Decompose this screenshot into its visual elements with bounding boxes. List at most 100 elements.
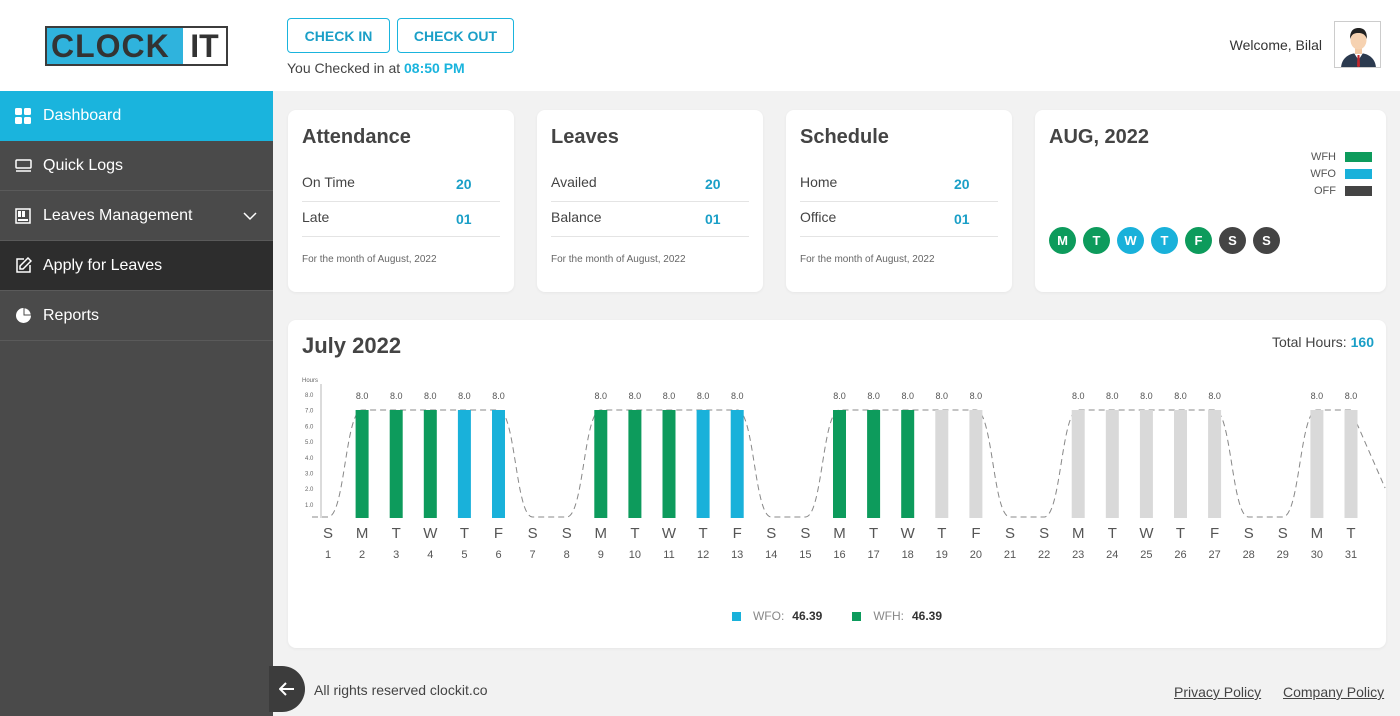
bar (696, 410, 710, 518)
legend-value: 46.39 (911, 609, 943, 623)
bar-value-label: 8.0 (936, 391, 949, 401)
day-circle[interactable]: T (1083, 227, 1110, 254)
checked-in-time: 08:50 PM (404, 60, 465, 76)
x-weekday-label: M (1072, 525, 1085, 542)
bar-value-label: 8.0 (970, 391, 983, 401)
bar (457, 410, 471, 518)
row-value: 01 (456, 211, 472, 227)
x-weekday-label: W (1139, 525, 1154, 542)
x-date-label: 17 (867, 549, 879, 561)
x-weekday-label: W (901, 525, 916, 542)
sidebar-item-quick-logs[interactable]: Quick Logs (0, 141, 273, 191)
chart-legend: WFO: 46.39 WFH: 46.39 (288, 609, 1386, 623)
bar-value-label: 8.0 (1345, 391, 1358, 401)
bar-value-label: 8.0 (731, 391, 744, 401)
header: CHECK IN CHECK OUT You Checked in at 08:… (273, 0, 1400, 91)
x-date-label: 29 (1277, 549, 1289, 561)
avatar[interactable] (1334, 21, 1381, 68)
x-date-label: 18 (902, 549, 914, 561)
calendar-title: AUG, 2022 (1049, 126, 1150, 148)
bar-value-label: 8.0 (629, 391, 642, 401)
schedule-row-home: Home 20 (800, 168, 998, 202)
company-policy-link[interactable]: Company Policy (1283, 684, 1385, 700)
bar (355, 410, 369, 518)
x-date-label: 27 (1208, 549, 1220, 561)
x-weekday-label: T (1346, 525, 1355, 542)
x-weekday-label: S (1039, 525, 1049, 542)
privacy-policy-link[interactable]: Privacy Policy (1174, 684, 1262, 700)
day-circle[interactable]: S (1219, 227, 1246, 254)
legend-label: WFO: (752, 609, 785, 623)
x-weekday-label: S (766, 525, 776, 542)
logo[interactable]: CLOCK IT (45, 25, 228, 66)
sidebar-item-apply-for-leaves[interactable]: Apply for Leaves (0, 241, 273, 291)
x-date-label: 14 (765, 549, 777, 561)
y-tick-label: 8.0 (305, 393, 314, 399)
bar (492, 410, 505, 518)
leaves-title: Leaves (551, 126, 619, 148)
x-date-label: 21 (1004, 549, 1016, 561)
day-circle[interactable]: T (1151, 227, 1178, 254)
bar-value-label: 8.0 (1106, 391, 1119, 401)
sidebar-item-label: Leaves Management (43, 206, 193, 224)
row-label: On Time (302, 174, 355, 190)
sidebar-item-leaves-management[interactable]: Leaves Management (0, 191, 273, 241)
x-date-label: 19 (936, 549, 948, 561)
day-circle[interactable]: M (1049, 227, 1076, 254)
bar-value-label: 8.0 (1140, 391, 1153, 401)
dashboard-icon (14, 107, 32, 125)
x-weekday-label: F (494, 525, 503, 542)
x-date-label: 12 (697, 549, 709, 561)
bar (730, 410, 744, 518)
sidebar-item-label: Dashboard (43, 107, 122, 124)
x-weekday-label: S (1278, 525, 1288, 542)
legend-wfh: WFH (1311, 151, 1372, 163)
x-date-label: 15 (799, 549, 811, 561)
day-circle[interactable]: S (1253, 227, 1280, 254)
copyright-text: All rights reserved clockit.co (314, 682, 488, 698)
x-date-label: 31 (1345, 549, 1357, 561)
bar (867, 410, 881, 518)
collapse-sidebar-button[interactable] (269, 666, 305, 712)
sidebar-item-reports[interactable]: Reports (0, 291, 273, 341)
attendance-title: Attendance (302, 126, 411, 148)
day-circle[interactable]: W (1117, 227, 1144, 254)
x-date-label: 26 (1174, 549, 1186, 561)
x-weekday-label: T (699, 525, 708, 542)
x-date-label: 10 (629, 549, 641, 561)
row-value: 01 (705, 211, 721, 227)
x-weekday-label: S (562, 525, 572, 542)
x-date-label: 22 (1038, 549, 1050, 561)
x-weekday-label: F (733, 525, 742, 542)
legend-value: 46.39 (792, 609, 823, 623)
x-weekday-label: W (423, 525, 438, 542)
legend-label: WFH: (873, 609, 904, 623)
footer: All rights reserved clockit.co Privacy P… (269, 666, 1400, 716)
leaves-row-availed: Availed 20 (551, 168, 749, 202)
bar (901, 410, 915, 518)
bar (1310, 410, 1324, 518)
x-date-label: 3 (393, 549, 399, 561)
day-circle[interactable]: F (1185, 227, 1212, 254)
x-weekday-label: F (1210, 525, 1219, 542)
pie-chart-icon (14, 307, 32, 325)
bar (1105, 410, 1119, 518)
chevron-down-icon[interactable] (243, 208, 257, 226)
x-weekday-label: T (1108, 525, 1117, 542)
sidebar-item-dashboard[interactable]: Dashboard (0, 91, 273, 141)
x-date-label: 6 (495, 549, 501, 561)
check-in-button[interactable]: CHECK IN (287, 18, 390, 53)
bar (833, 410, 846, 518)
y-axis-title: Hours (302, 378, 318, 384)
bar (935, 410, 949, 518)
y-tick-label: 4.0 (305, 456, 314, 462)
bar (389, 410, 403, 518)
bar (628, 410, 642, 518)
row-value: 20 (456, 176, 472, 192)
schedule-note: For the month of August, 2022 (800, 254, 935, 265)
check-out-button[interactable]: CHECK OUT (397, 18, 514, 53)
leaves-icon (14, 207, 32, 225)
x-weekday-label: T (869, 525, 878, 542)
x-date-label: 25 (1140, 549, 1152, 561)
